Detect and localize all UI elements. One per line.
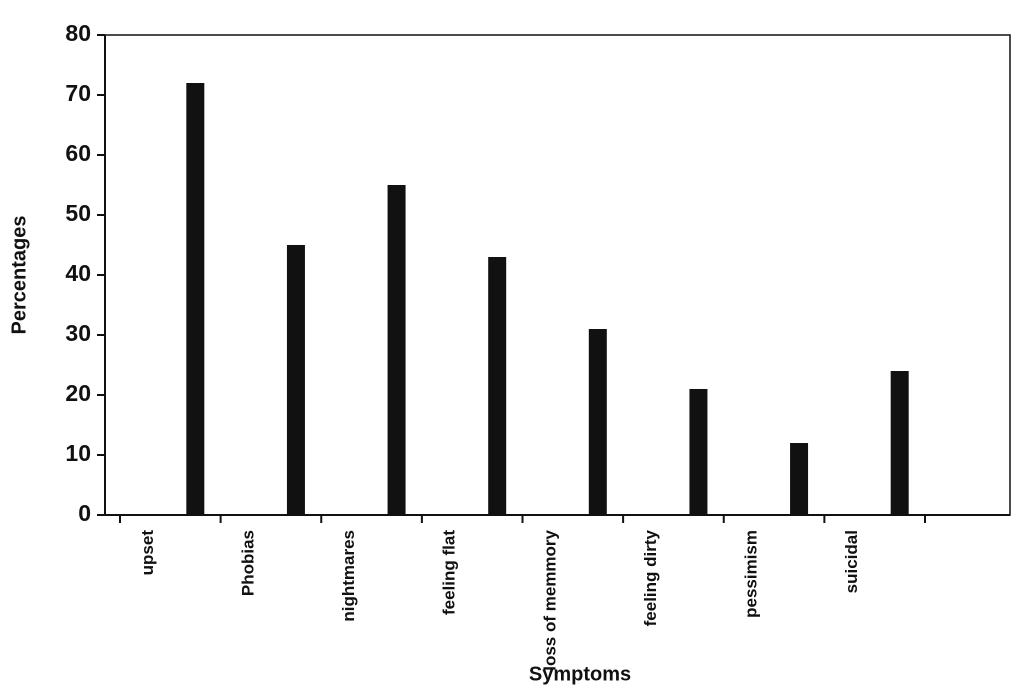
bar	[488, 257, 507, 515]
bar	[387, 185, 406, 515]
y-tick-label: 30	[65, 320, 91, 346]
bar	[286, 245, 305, 515]
x-tick-label: nightmares	[339, 530, 358, 622]
x-tick-label: feeling flat	[440, 530, 459, 615]
x-axis-title: Symptoms	[529, 663, 631, 685]
y-tick-label: 20	[65, 380, 91, 406]
y-tick-label: 80	[65, 20, 91, 46]
y-tick-label: 40	[65, 260, 91, 286]
y-tick-label: 60	[65, 140, 91, 166]
x-tick-label: pessimism	[742, 530, 761, 618]
y-tick-label: 10	[65, 440, 91, 466]
x-tick-label: upset	[138, 530, 157, 576]
bar	[790, 443, 809, 515]
y-axis-title: Percentages	[8, 216, 30, 335]
y-tick-label: 50	[65, 200, 91, 226]
bar	[186, 83, 205, 515]
y-tick-label: 0	[78, 500, 91, 526]
y-tick-label: 70	[65, 80, 91, 106]
bar	[588, 329, 607, 515]
x-tick-label: suicidal	[842, 530, 861, 593]
x-tick-label: loss of memmory	[540, 529, 559, 670]
x-tick-label: Phobias	[238, 530, 257, 596]
bar	[689, 389, 708, 515]
plot-frame	[104, 34, 1011, 516]
bar	[890, 371, 909, 515]
x-tick-label: feeling dirty	[641, 529, 660, 626]
